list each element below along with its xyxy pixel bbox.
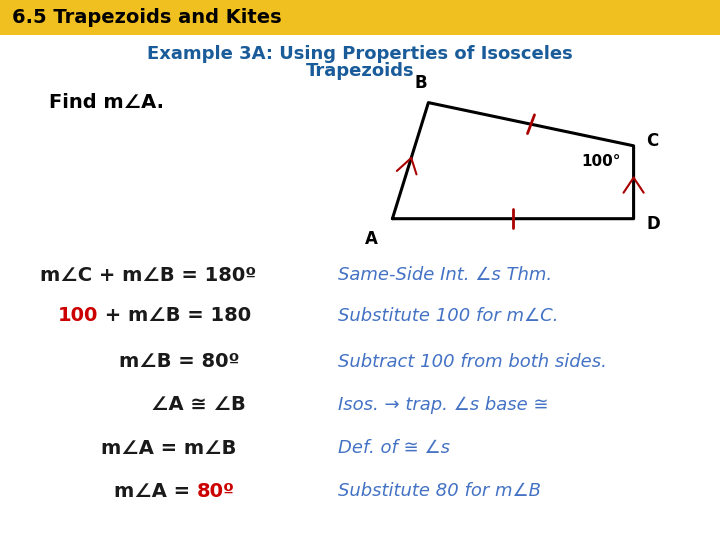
Text: Isos. → trap. ∠s base ≅: Isos. → trap. ∠s base ≅ [338,396,549,414]
Text: Find m∠A.: Find m∠A. [49,93,164,112]
Text: m∠B = 80º: m∠B = 80º [119,352,239,372]
Text: m∠C + m∠B = 180º: m∠C + m∠B = 180º [40,266,256,285]
Text: m∠A = m∠B: m∠A = m∠B [101,438,236,458]
Text: Substitute 80 for m∠B: Substitute 80 for m∠B [338,482,541,501]
Text: 100°: 100° [582,154,621,170]
Bar [0,0,720,35]
Text: Def. of ≅ ∠s: Def. of ≅ ∠s [338,439,451,457]
Text: Same-Side Int. ∠s Thm.: Same-Side Int. ∠s Thm. [338,266,552,285]
Text: Subtract 100 from both sides.: Subtract 100 from both sides. [338,353,607,371]
Text: B: B [415,74,428,92]
Text: 6.5 Trapezoids and Kites: 6.5 Trapezoids and Kites [12,8,281,28]
Text: 100: 100 [58,306,98,326]
Text: m∠A =: m∠A = [114,482,197,501]
Text: D: D [647,215,660,233]
Text: C: C [647,132,659,151]
Text: Substitute 100 for m∠C.: Substitute 100 for m∠C. [338,307,559,325]
Text: A: A [365,230,378,247]
Text: Trapezoids: Trapezoids [306,62,414,80]
Text: + m∠B = 180: + m∠B = 180 [98,306,251,326]
Text: Example 3A: Using Properties of Isosceles: Example 3A: Using Properties of Isoscele… [147,45,573,63]
Text: 80º: 80º [197,482,235,501]
Text: ∠A ≅ ∠B: ∠A ≅ ∠B [151,395,246,415]
